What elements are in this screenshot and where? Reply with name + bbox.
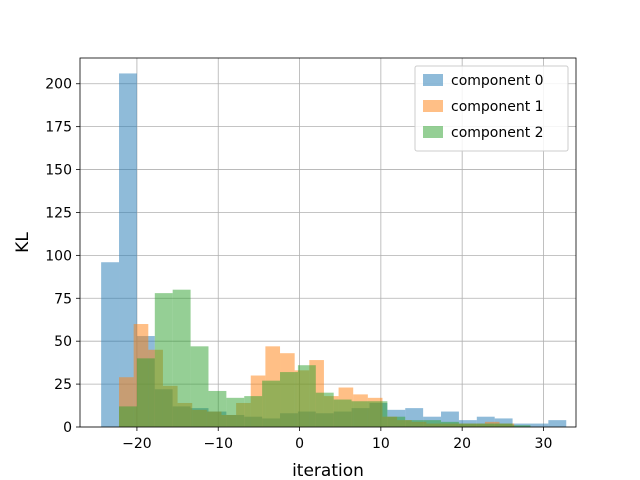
x-tick-label: 10 (372, 436, 390, 452)
histogram-bar-series-0 (101, 262, 120, 427)
histogram-bar-series-2 (244, 396, 263, 427)
histogram-bar-series-2 (208, 390, 227, 427)
histogram-bar-series-2 (154, 293, 173, 427)
x-tick-label: 0 (295, 436, 304, 452)
histogram-bar-series-2 (387, 416, 406, 427)
histogram-bar-series-2 (136, 358, 155, 427)
histogram-bar-series-0 (530, 423, 549, 427)
histogram-bar-series-2 (494, 423, 513, 427)
y-tick-label: 75 (54, 291, 72, 307)
y-tick-label: 25 (54, 377, 72, 393)
histogram-bar-series-2 (297, 365, 316, 427)
x-tick-label: −10 (203, 436, 233, 452)
y-tick-label: 50 (54, 334, 72, 350)
x-tick-label: 30 (535, 436, 553, 452)
legend-entry-label: component 2 (451, 125, 544, 141)
legend-swatch (423, 126, 443, 138)
histogram-bar-series-2 (423, 420, 442, 427)
plot-frame (79, 57, 577, 428)
histogram-bar-series-2 (172, 289, 191, 427)
x-tick-label: 20 (453, 436, 471, 452)
y-tick-label: 150 (45, 163, 72, 179)
histogram-bar-series-2 (405, 420, 424, 427)
legend-entry-label: component 0 (451, 73, 544, 89)
histogram-bar-series-2 (351, 401, 370, 427)
y-tick-label: 100 (45, 248, 72, 264)
x-axis-label: iteration (292, 461, 364, 480)
histogram-bar-series-2 (369, 401, 388, 427)
legend-box (414, 65, 569, 152)
histogram-bar-series-2 (226, 397, 245, 427)
histogram-bar-series-2 (315, 392, 334, 427)
histogram-bar-series-2 (458, 423, 477, 427)
y-axis-label: KL (13, 232, 33, 253)
histogram-bar-series-2 (333, 399, 352, 427)
histogram-bar-series-2 (512, 425, 531, 427)
y-tick-label: 125 (45, 205, 72, 221)
legend-swatch (423, 74, 443, 86)
y-tick-label: 175 (45, 120, 72, 136)
histogram-bar-series-2 (119, 406, 137, 427)
histogram-bar-series-0 (494, 418, 513, 427)
legend: component 0 component 1 component 2 (414, 65, 569, 152)
histogram-bar-series-2 (262, 380, 281, 427)
y-tick-label: 0 (63, 420, 72, 436)
y-tick-label: 200 (45, 77, 72, 93)
axis-ticks: −20 −10 0 10 20 30 0 25 50 75 100 125 150 175 200 (45, 77, 552, 452)
legend-swatch (423, 100, 443, 112)
histogram-bars (101, 73, 567, 428)
histogram-bar-series-0 (119, 73, 137, 428)
histogram-bar-series-2 (280, 372, 298, 427)
histogram-bar-series-0 (548, 420, 567, 427)
x-tick-label: −20 (122, 436, 152, 452)
histogram-bar-series-2 (190, 346, 209, 427)
histogram-bar-series-2 (441, 421, 459, 427)
histogram-bar-series-2 (476, 423, 495, 427)
legend-entry-label: component 1 (451, 99, 544, 115)
